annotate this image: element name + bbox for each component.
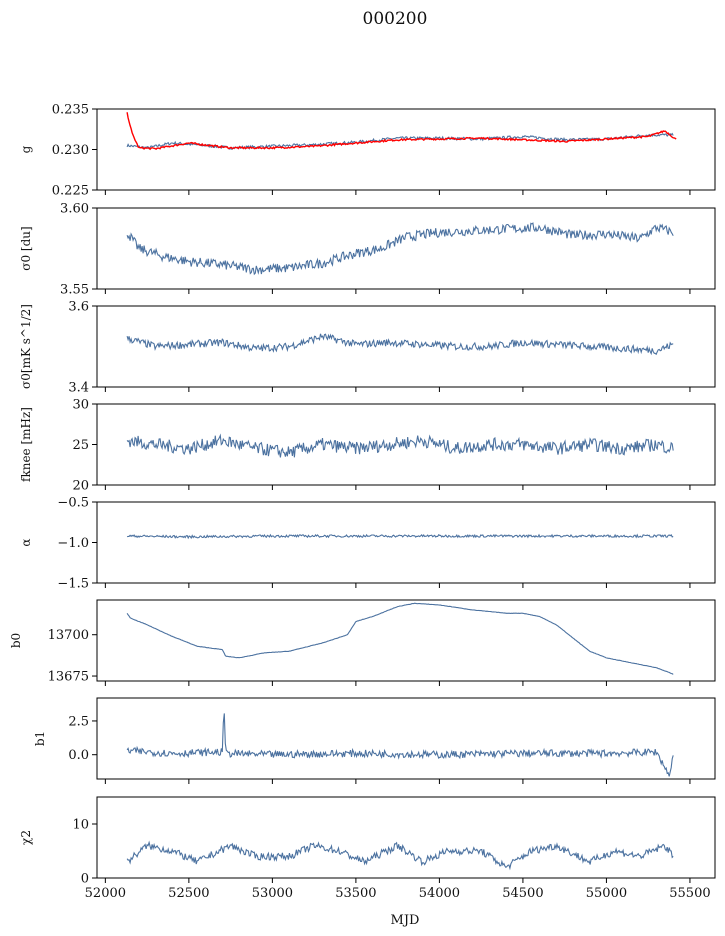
x-tick-label: 54000 [419, 886, 460, 901]
y-tick-label: −0.5 [57, 496, 89, 511]
axes-frame [96, 108, 716, 191]
y-axis-label: b1 [33, 731, 47, 746]
series-line [126, 840, 674, 871]
y-axis-label: χ2 [19, 830, 33, 845]
y-tick-label: 25 [72, 438, 89, 453]
subplot-7: 0.0 2.5 b1 [33, 697, 716, 784]
subplot-8: 0 10 52000 52500 53000 53500 54000 54500 55000 55… [19, 796, 716, 901]
axes-frame [96, 599, 716, 682]
y-tick-label: 3.6 [68, 300, 89, 315]
y-axis-label: b0 [9, 633, 23, 648]
y-tick-label: 3.55 [60, 283, 89, 298]
series-line [126, 132, 674, 150]
y-axis-label: σ0[mK s^1/2] [19, 304, 33, 389]
series-line [126, 433, 674, 458]
y-axis-label: fknee [mHz] [19, 407, 33, 482]
y-tick-label: 13675 [48, 670, 89, 685]
x-axis-label: MJD [391, 913, 420, 928]
x-tick-label: 55000 [586, 886, 627, 901]
y-tick-label: 0.0 [68, 748, 89, 763]
y-tick-label: −1.5 [57, 577, 89, 592]
axes-frame [96, 501, 716, 584]
subplots: 0.225 0.230 0.235 g 3.55 3.60 σ0 [du] 3.4 3.6 σ0[… [9, 103, 716, 901]
y-axis-label: σ0 [du] [19, 226, 33, 270]
y-tick-label: 13700 [48, 628, 89, 643]
x-tick-label: 53500 [335, 886, 376, 901]
series-line [126, 533, 674, 540]
x-tick-label: 54500 [502, 886, 543, 901]
y-tick-label: 0 [81, 872, 89, 887]
x-tick-label: 55500 [669, 886, 710, 901]
y-tick-label: 3.60 [60, 202, 89, 217]
subplot-2: 3.55 3.60 σ0 [du] [19, 202, 716, 298]
x-tick-label: 52500 [168, 886, 209, 901]
y-tick-label: −1.0 [57, 536, 89, 551]
x-tick-label: 52000 [85, 886, 126, 901]
y-tick-label: 10 [72, 818, 89, 833]
y-axis-label: α [19, 538, 33, 546]
axes-frame [96, 796, 716, 879]
series-line [126, 713, 674, 777]
series-line [126, 222, 674, 276]
y-axis-label: g [19, 145, 33, 153]
y-tick-label: 0.230 [52, 143, 89, 158]
y-tick-label: 0.225 [52, 184, 89, 199]
subplot-5: −1.5 −1.0 −0.5 α [19, 496, 716, 592]
subplot-4: 20 25 30 fknee [mHz] [19, 398, 716, 494]
series-line [126, 602, 674, 675]
subplot-1: 0.225 0.230 0.235 g [19, 103, 716, 199]
y-tick-label: 3.4 [68, 381, 89, 396]
axes-frame [96, 697, 716, 780]
y-tick-label: 0.235 [52, 103, 89, 118]
series-line [126, 112, 677, 151]
subplot-3: 3.4 3.6 σ0[mK s^1/2] [19, 300, 716, 396]
y-tick-label: 30 [72, 398, 89, 413]
figure-title: 000200 [363, 9, 428, 29]
axes-frame [96, 207, 716, 290]
axes-frame [96, 403, 716, 486]
x-tick-label: 53000 [252, 886, 293, 901]
subplot-6: 13675 13700 b0 [9, 599, 716, 686]
y-tick-label: 2.5 [68, 714, 89, 729]
axes-frame [96, 305, 716, 388]
series-line [126, 333, 674, 356]
y-tick-label: 20 [72, 479, 89, 494]
